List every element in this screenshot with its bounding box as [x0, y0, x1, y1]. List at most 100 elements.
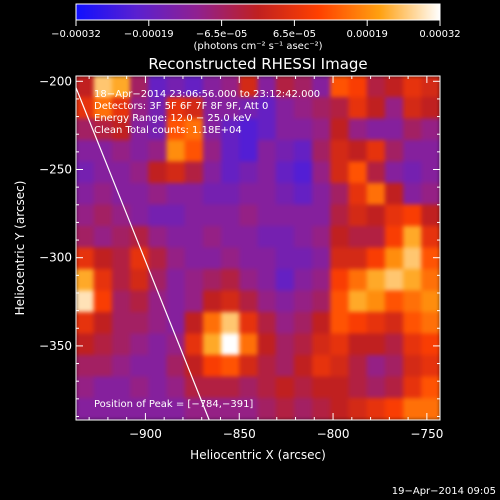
heatmap-cell: [366, 355, 386, 378]
heatmap-cell: [93, 97, 113, 120]
heatmap-cell: [130, 333, 150, 356]
heatmap-cell: [111, 118, 132, 141]
heatmap-cell: [348, 290, 368, 313]
heatmap-cell: [275, 376, 295, 399]
heatmap-cell: [93, 398, 113, 420]
heatmap-cell: [76, 269, 95, 292]
heatmap-cell: [184, 333, 204, 356]
heatmap-cell: [184, 97, 204, 120]
heatmap-cell: [403, 355, 423, 378]
heatmap-cell: [348, 247, 368, 270]
heatmap-cell: [348, 398, 368, 420]
heatmap-cell: [184, 76, 204, 98]
heatmap-cell: [348, 118, 368, 141]
heatmap-cell: [384, 204, 405, 227]
colorbar-tick-label: −0.00019: [124, 29, 174, 40]
heatmap-cell: [312, 290, 332, 313]
heatmap-cell: [221, 269, 241, 292]
heatmap-cell: [111, 247, 132, 270]
heatmap-cell: [275, 333, 295, 356]
heatmap-cell: [184, 226, 204, 249]
heatmap-cell: [239, 161, 259, 184]
heatmap-cell: [366, 290, 386, 313]
heatmap-cell: [275, 355, 295, 378]
heatmap-cell: [312, 247, 332, 270]
heatmap-cell: [93, 333, 113, 356]
heatmap-cell: [293, 97, 314, 120]
heatmap-cell: [348, 333, 368, 356]
heatmap-cell: [221, 226, 241, 249]
heatmap-cell: [166, 140, 186, 163]
heatmap-cell: [184, 312, 204, 335]
heatmap-cell: [239, 247, 259, 270]
heatmap-cell: [202, 290, 223, 313]
heatmap-cell: [421, 398, 440, 420]
heatmap-cell: [221, 140, 241, 163]
y-tick-label: −250: [39, 162, 72, 176]
heatmap-cell: [239, 76, 259, 98]
heatmap-cell: [202, 140, 223, 163]
heatmap-cell: [348, 312, 368, 335]
heatmap-cell: [202, 398, 223, 420]
heatmap-cell: [330, 140, 350, 163]
heatmap-cell: [166, 161, 186, 184]
heatmap-cell: [293, 398, 314, 420]
heatmap-cell: [293, 355, 314, 378]
heatmap-cell: [166, 97, 186, 120]
heatmap-cell: [202, 333, 223, 356]
heatmap-cell: [239, 118, 259, 141]
heatmap-cell: [148, 97, 168, 120]
heatmap-cell: [330, 376, 350, 399]
y-axis-ticks: −200 −250 −300 −350: [39, 74, 440, 417]
solar-limb-line: [76, 86, 210, 420]
heatmap-cell: [275, 204, 295, 227]
heatmap-cell: [166, 204, 186, 227]
heatmap-cell: [403, 204, 423, 227]
heatmap-cell: [221, 247, 241, 270]
heatmap-cell: [275, 398, 295, 420]
heatmap-cell: [384, 140, 405, 163]
heatmap-cell: [403, 161, 423, 184]
heatmap-cell: [312, 226, 332, 249]
heatmap-cell: [275, 97, 295, 120]
heatmap-cell: [148, 204, 168, 227]
heatmap-cell: [221, 97, 241, 120]
heatmap-cell: [293, 290, 314, 313]
heatmap-cell: [403, 97, 423, 120]
heatmap-cell: [76, 333, 95, 356]
heatmap-cell: [130, 118, 150, 141]
heatmap-cell: [275, 247, 295, 270]
heatmap-cell: [366, 226, 386, 249]
heatmap-cell: [257, 333, 277, 356]
heatmap-cell: [111, 140, 132, 163]
heatmap-cell: [421, 269, 440, 292]
heatmap-cell: [111, 76, 132, 98]
heatmap-cell: [239, 269, 259, 292]
heatmap-cell: [202, 118, 223, 141]
heatmap-cell: [257, 376, 277, 399]
heatmap-cell: [130, 269, 150, 292]
heatmap-cell: [202, 161, 223, 184]
annotation-line: 18−Apr−2014 23:06:56.000 to 23:12:42.000: [94, 89, 320, 100]
annotation-line: Energy Range: 12.0 − 25.0 keV: [94, 113, 251, 124]
heatmap-cell: [421, 76, 440, 98]
heatmap-cell: [166, 290, 186, 313]
x-tick-label: −850: [223, 427, 256, 441]
heatmap-cell: [184, 376, 204, 399]
heatmap-cell: [93, 118, 113, 141]
heatmap-cell: [184, 247, 204, 270]
heatmap-cell: [293, 161, 314, 184]
heatmap-cell: [293, 140, 314, 163]
heatmap-cell: [76, 226, 95, 249]
heatmap-cell: [403, 398, 423, 420]
peak-position-label: Position of Peak = [−784,−391]: [94, 399, 253, 410]
heatmap-cell: [348, 269, 368, 292]
heatmap-cell: [130, 355, 150, 378]
footer-timestamp: 19−Apr−2014 09:05: [392, 486, 496, 497]
colorbar-tick-label: −0.00032: [51, 29, 101, 40]
heatmap-cell: [111, 204, 132, 227]
heatmap-cell: [111, 376, 132, 399]
heatmap-cell: [384, 355, 405, 378]
heatmap-cell: [130, 290, 150, 313]
heatmap-cell: [312, 376, 332, 399]
